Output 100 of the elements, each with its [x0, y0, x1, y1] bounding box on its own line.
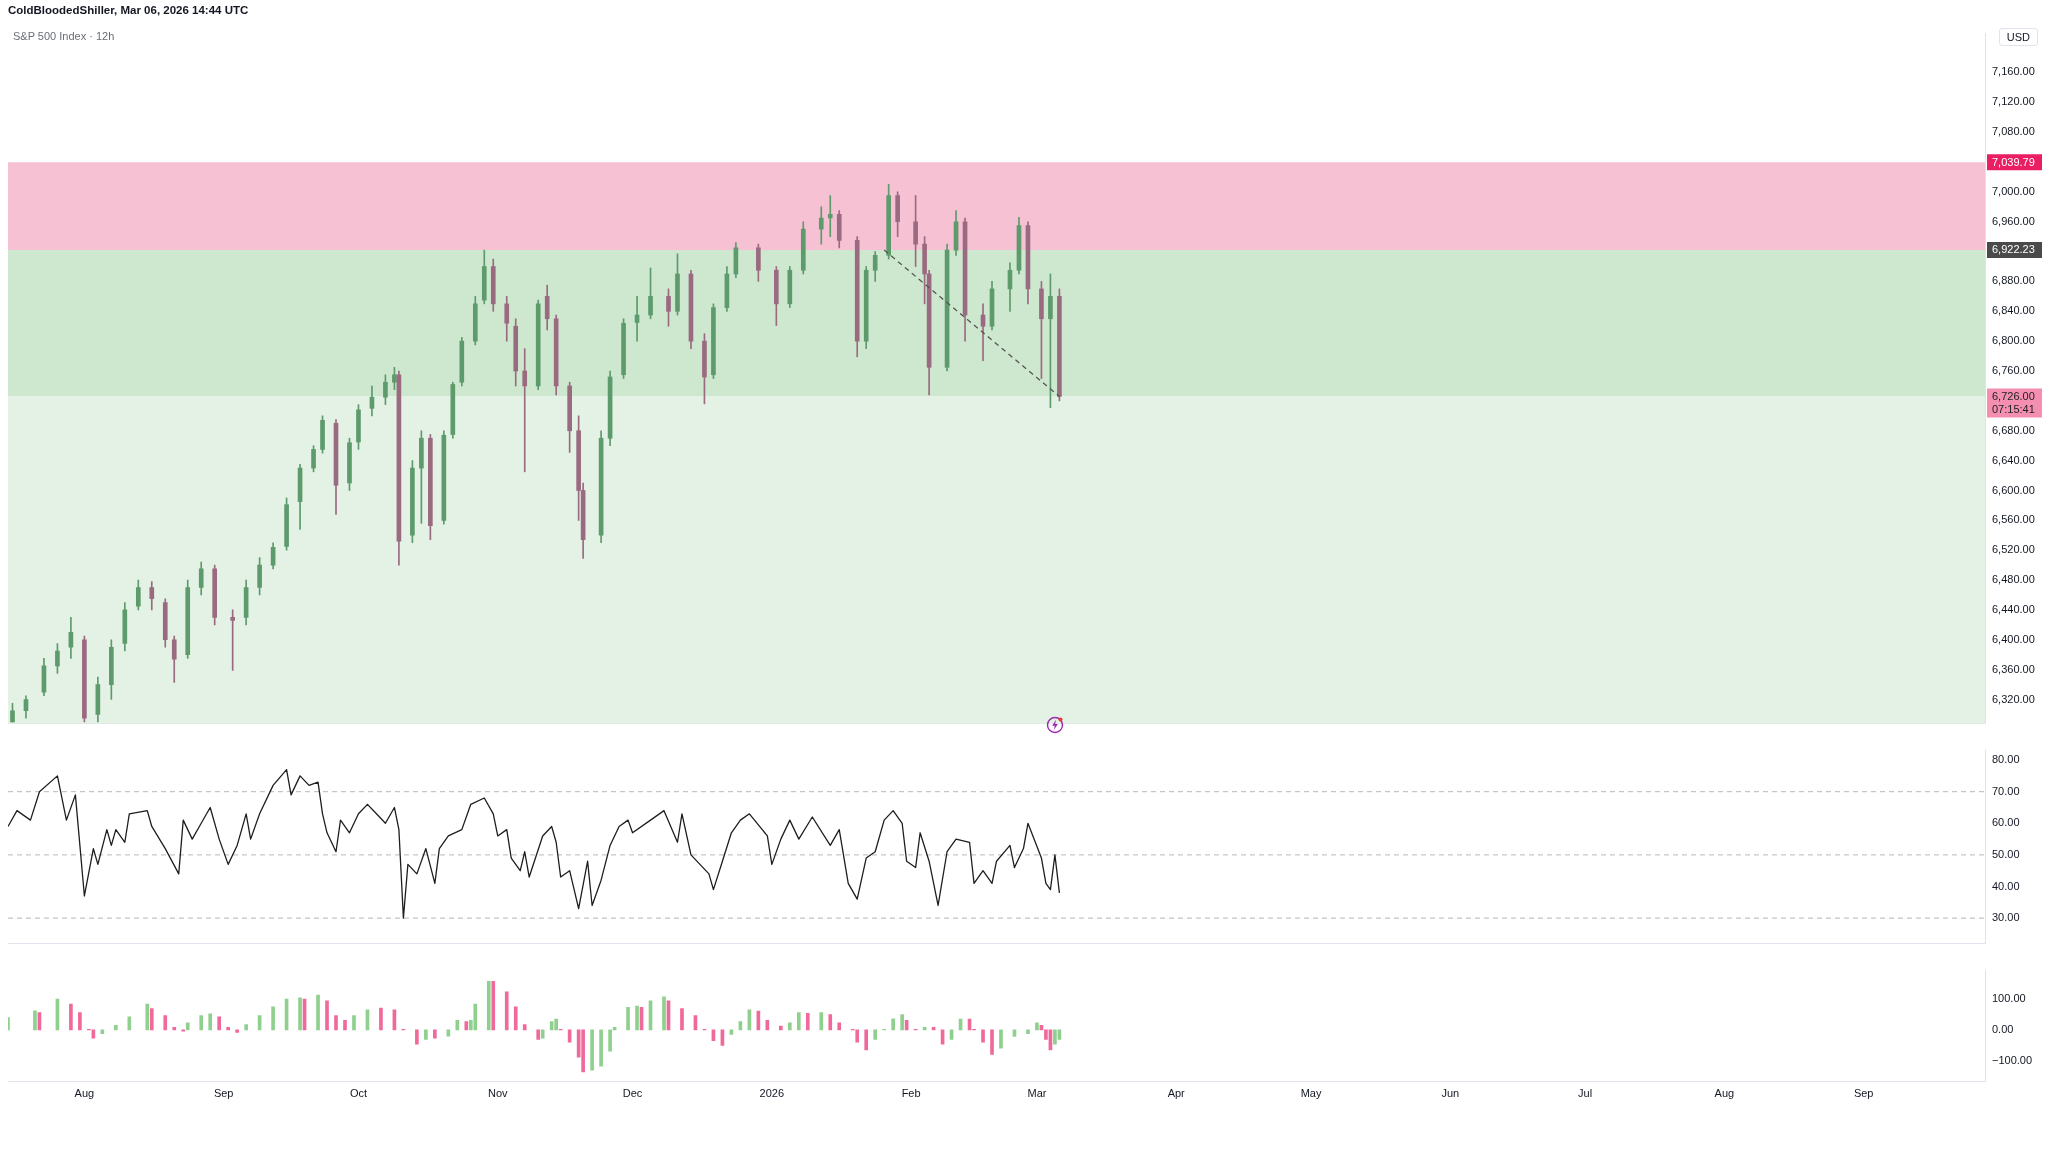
bar: [244, 1024, 248, 1031]
y-tick-label: 60.00: [1992, 816, 2020, 829]
y-tick-label: 7,160.00: [1992, 65, 2035, 78]
y-tick-label: −100.00: [1992, 1053, 2033, 1066]
y-tick-label: 6,840.00: [1992, 304, 2035, 317]
x-tick-label: Aug: [1714, 1087, 1735, 1100]
bar: [163, 1015, 168, 1031]
bar: [149, 1008, 154, 1031]
y-tick-label: 100.00: [1992, 992, 2026, 1005]
y-tick-label: 6,440.00: [1992, 602, 2035, 615]
bar: [635, 1005, 639, 1031]
bar: [626, 1007, 630, 1031]
band-label: 6,726.00 07:15:41: [1992, 389, 2035, 415]
y-tick-label: 6,800.00: [1992, 334, 2035, 347]
y-tick-label: 70.00: [1992, 784, 2020, 797]
band-label: 7,039.79: [1992, 155, 2035, 168]
bar: [608, 1029, 612, 1052]
y-tick-label: 7,120.00: [1992, 95, 2035, 108]
bar: [796, 1012, 801, 1031]
band-label: 6,922.23: [1992, 243, 2035, 256]
bar: [828, 1014, 833, 1031]
bar: [590, 1029, 594, 1071]
bar: [990, 1029, 994, 1055]
bar: [662, 996, 666, 1031]
bar: [549, 1021, 554, 1031]
x-tick-label: Jun: [1441, 1087, 1460, 1100]
y-tick-label: 7,080.00: [1992, 125, 2035, 138]
bar: [981, 1029, 985, 1043]
bar: [172, 1027, 177, 1031]
x-tick-label: Sep: [1853, 1087, 1874, 1100]
bar: [581, 1029, 585, 1073]
y-tick-label: 6,480.00: [1992, 573, 2035, 586]
bar: [127, 1016, 132, 1031]
bar: [379, 1007, 383, 1031]
y-tick-label: 80.00: [1992, 753, 2020, 766]
bar: [491, 981, 496, 1031]
bar: [298, 997, 302, 1031]
y-tick-label: 6,600.00: [1992, 483, 2035, 496]
bar: [199, 1015, 204, 1031]
candlestick: [827, 195, 833, 237]
bar: [680, 1008, 684, 1031]
text: ColdBloodedShiller, Mar 06, 2026 14:44 UTC: [8, 4, 249, 16]
x-tick-label: Jul: [1578, 1087, 1593, 1100]
bar: [999, 1029, 1003, 1049]
bar: [1026, 1029, 1030, 1034]
y-tick-label: 6,640.00: [1992, 453, 2035, 466]
bar: [805, 1012, 810, 1031]
bar: [415, 1029, 419, 1045]
bar: [473, 1003, 478, 1031]
bar: [325, 1000, 329, 1031]
bar: [464, 1021, 469, 1031]
bar: [78, 1012, 82, 1031]
bar: [114, 1024, 118, 1031]
x-tick-label: Apr: [1167, 1087, 1186, 1100]
bar: [1053, 1029, 1057, 1045]
y-axis-title: USD: [1998, 28, 2038, 46]
bar: [352, 1015, 356, 1031]
x-tick-label: May: [1300, 1087, 1322, 1100]
y-tick-label: 6,680.00: [1992, 423, 2035, 436]
bar: [334, 1015, 338, 1031]
chart-subtitle: S&P 500 Index · 12h: [13, 30, 115, 42]
bar: [891, 1018, 895, 1031]
bar: [1035, 1022, 1039, 1031]
y-tick-label: 7,000.00: [1992, 184, 2035, 197]
bar: [599, 1029, 603, 1067]
bar: [33, 1010, 37, 1031]
bar: [235, 1029, 239, 1033]
bar: [208, 1013, 213, 1031]
bar: [837, 1022, 842, 1031]
y-tick-label: 50.00: [1992, 847, 2020, 860]
bar: [226, 1027, 230, 1031]
bar: [343, 1020, 347, 1031]
y-tick-label: 6,960.00: [1992, 214, 2035, 227]
bar: [217, 1016, 222, 1031]
y-tick-label: 6,360.00: [1992, 662, 2035, 675]
y-tick-label: 6,320.00: [1992, 692, 2035, 705]
y-tick-label: 6,880.00: [1992, 274, 2035, 287]
x-tick-label: Sep: [213, 1087, 234, 1100]
bar: [271, 1006, 275, 1031]
bar: [779, 1025, 783, 1031]
candlestick: [522, 348, 528, 473]
bar: [316, 994, 320, 1031]
bar: [554, 1018, 558, 1031]
y-tick-label: 6,560.00: [1992, 513, 2035, 526]
bar: [900, 1014, 904, 1031]
bar: [855, 1029, 860, 1043]
bar: [540, 1029, 545, 1039]
bar: [486, 981, 491, 1031]
bar: [513, 1006, 518, 1031]
x-tick-label: Oct: [349, 1087, 368, 1100]
bar: [864, 1029, 869, 1051]
bar: [536, 1029, 541, 1040]
bar: [433, 1029, 437, 1039]
y-tick-label: 40.00: [1992, 879, 2020, 892]
y-tick-label: 6,760.00: [1992, 364, 2035, 377]
x-tick-label: Feb: [901, 1087, 921, 1100]
y-tick-label: 0.00: [1992, 1022, 2014, 1035]
bar: [185, 1022, 190, 1031]
bar: [69, 1003, 73, 1031]
bar: [873, 1029, 878, 1040]
